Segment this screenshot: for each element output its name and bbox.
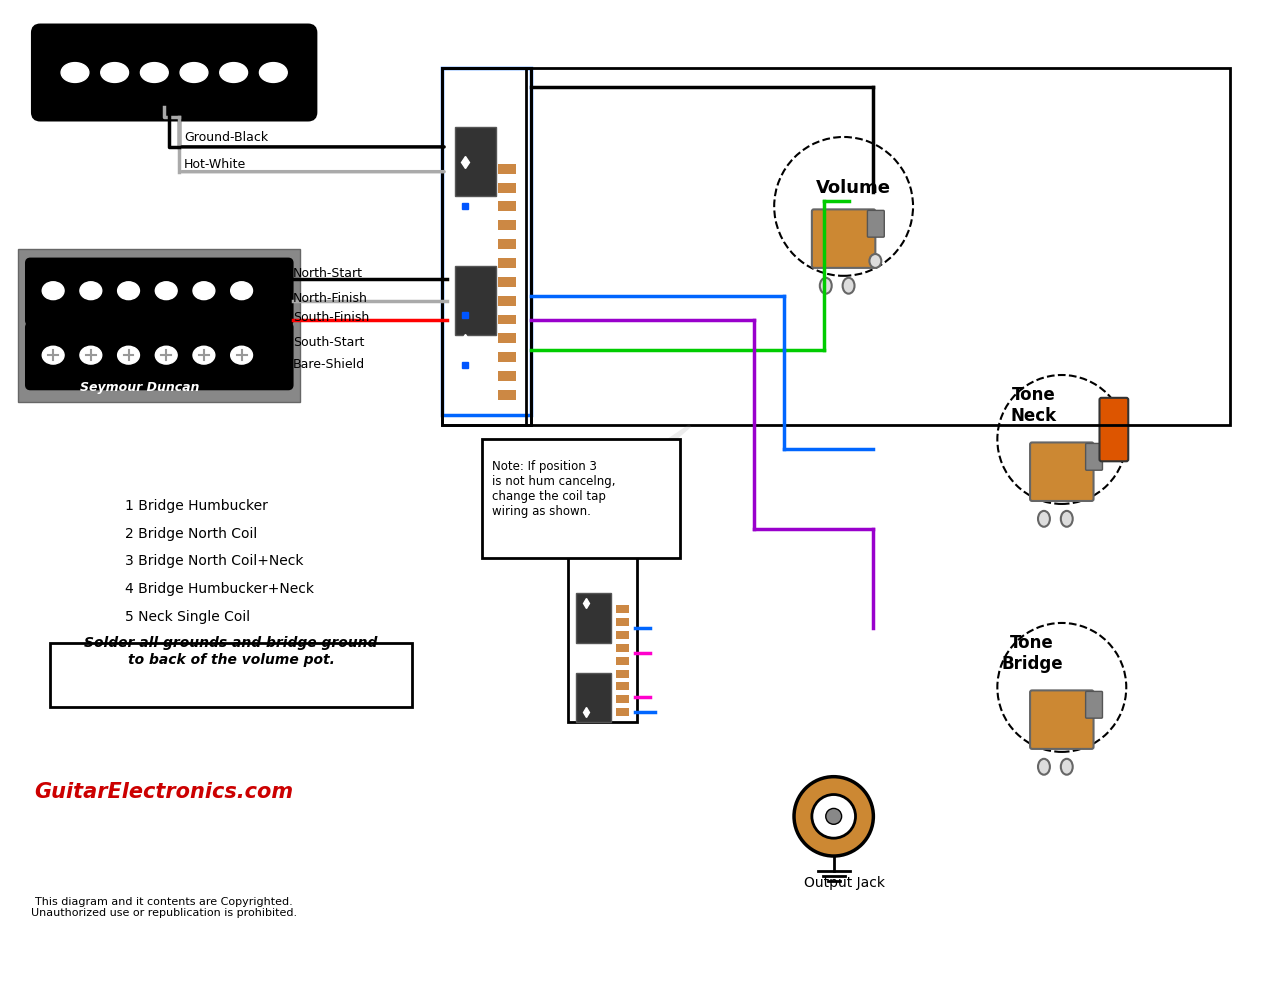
Ellipse shape [101,64,128,83]
Text: South-Start: South-Start [293,336,365,349]
Text: Hot-White: Hot-White [184,158,246,171]
Text: 5 Neck Single Coil: 5 Neck Single Coil [124,609,250,623]
Circle shape [812,795,855,838]
Text: North-Finish: North-Finish [293,291,369,304]
Text: Tone
Bridge: Tone Bridge [1001,633,1062,672]
Bar [498,334,516,344]
Text: Volume: Volume [815,178,891,197]
Ellipse shape [141,64,168,83]
Ellipse shape [1038,511,1050,527]
FancyBboxPatch shape [1030,691,1093,749]
Bar [498,315,516,325]
Ellipse shape [155,347,177,365]
Bar [452,74,492,411]
Bar [481,440,680,559]
Bar [498,240,516,249]
Bar [576,593,611,643]
Bar [498,296,516,306]
Bar [442,69,531,415]
Text: Bare-Shield: Bare-Shield [293,358,365,371]
Ellipse shape [79,347,101,365]
FancyBboxPatch shape [1030,443,1093,501]
FancyBboxPatch shape [812,210,876,268]
Ellipse shape [118,347,140,365]
Circle shape [794,777,873,856]
Text: South-Finish: South-Finish [293,311,370,324]
Ellipse shape [193,282,215,300]
Text: GuitarElectronics.com: GuitarElectronics.com [35,780,294,801]
Bar [616,709,630,717]
Bar [498,202,516,212]
Bar [50,643,412,708]
Bar [616,657,630,665]
Text: 4 Bridge Humbucker+Neck: 4 Bridge Humbucker+Neck [124,581,314,595]
Ellipse shape [869,254,882,268]
Ellipse shape [1038,759,1050,775]
FancyBboxPatch shape [27,259,292,325]
FancyBboxPatch shape [1085,444,1102,471]
Bar [442,69,531,425]
Ellipse shape [79,282,101,300]
Text: 2 Bridge North Coil: 2 Bridge North Coil [124,526,257,540]
Ellipse shape [230,347,252,365]
Bar [454,128,497,197]
Ellipse shape [42,282,64,300]
Bar [498,277,516,287]
Ellipse shape [193,347,215,365]
Circle shape [826,808,842,824]
Bar [616,605,630,613]
FancyBboxPatch shape [18,249,300,403]
Ellipse shape [260,64,287,83]
Bar [568,539,637,723]
Bar [498,165,516,175]
Ellipse shape [118,282,140,300]
Bar [576,673,611,723]
FancyBboxPatch shape [32,26,316,121]
Ellipse shape [180,64,207,83]
Text: Output Jack: Output Jack [804,875,884,889]
Ellipse shape [220,64,247,83]
Text: 3 Bridge North Coil+Neck: 3 Bridge North Coil+Neck [124,554,303,568]
Bar [454,266,497,336]
Bar [616,644,630,652]
Ellipse shape [61,64,88,83]
Bar [616,631,630,639]
Text: Note: If position 3
is not hum cancelng,
change the coil tap
wiring as shown.: Note: If position 3 is not hum cancelng,… [492,460,614,518]
Ellipse shape [42,347,64,365]
Bar [498,353,516,363]
Bar [442,69,531,425]
Ellipse shape [1061,511,1073,527]
Bar [498,258,516,268]
Bar [498,184,516,193]
Text: Ground-Black: Ground-Black [184,131,269,144]
Text: ⚡: ⚡ [586,418,704,580]
Bar [616,670,630,678]
Ellipse shape [819,278,832,294]
Ellipse shape [230,282,252,300]
Bar [616,618,630,626]
Text: Solder all grounds and bridge ground
to back of the volume pot.: Solder all grounds and bridge ground to … [84,636,378,666]
Bar [498,372,516,382]
Ellipse shape [155,282,177,300]
Text: Seymour Duncan: Seymour Duncan [79,381,200,394]
Bar [526,69,1230,425]
Bar [616,683,630,691]
Ellipse shape [1061,759,1073,775]
Ellipse shape [842,278,855,294]
Bar [498,221,516,231]
FancyBboxPatch shape [27,324,292,390]
FancyBboxPatch shape [1085,692,1102,719]
Bar [498,391,516,401]
FancyBboxPatch shape [868,211,884,238]
FancyBboxPatch shape [1100,399,1128,462]
Text: Tone
Neck: Tone Neck [1011,386,1057,424]
Text: This diagram and it contents are Copyrighted.
Unauthorized use or republication : This diagram and it contents are Copyrig… [31,896,297,917]
Bar [616,696,630,704]
Text: North-Start: North-Start [293,266,364,279]
Text: 1 Bridge Humbucker: 1 Bridge Humbucker [124,498,268,512]
